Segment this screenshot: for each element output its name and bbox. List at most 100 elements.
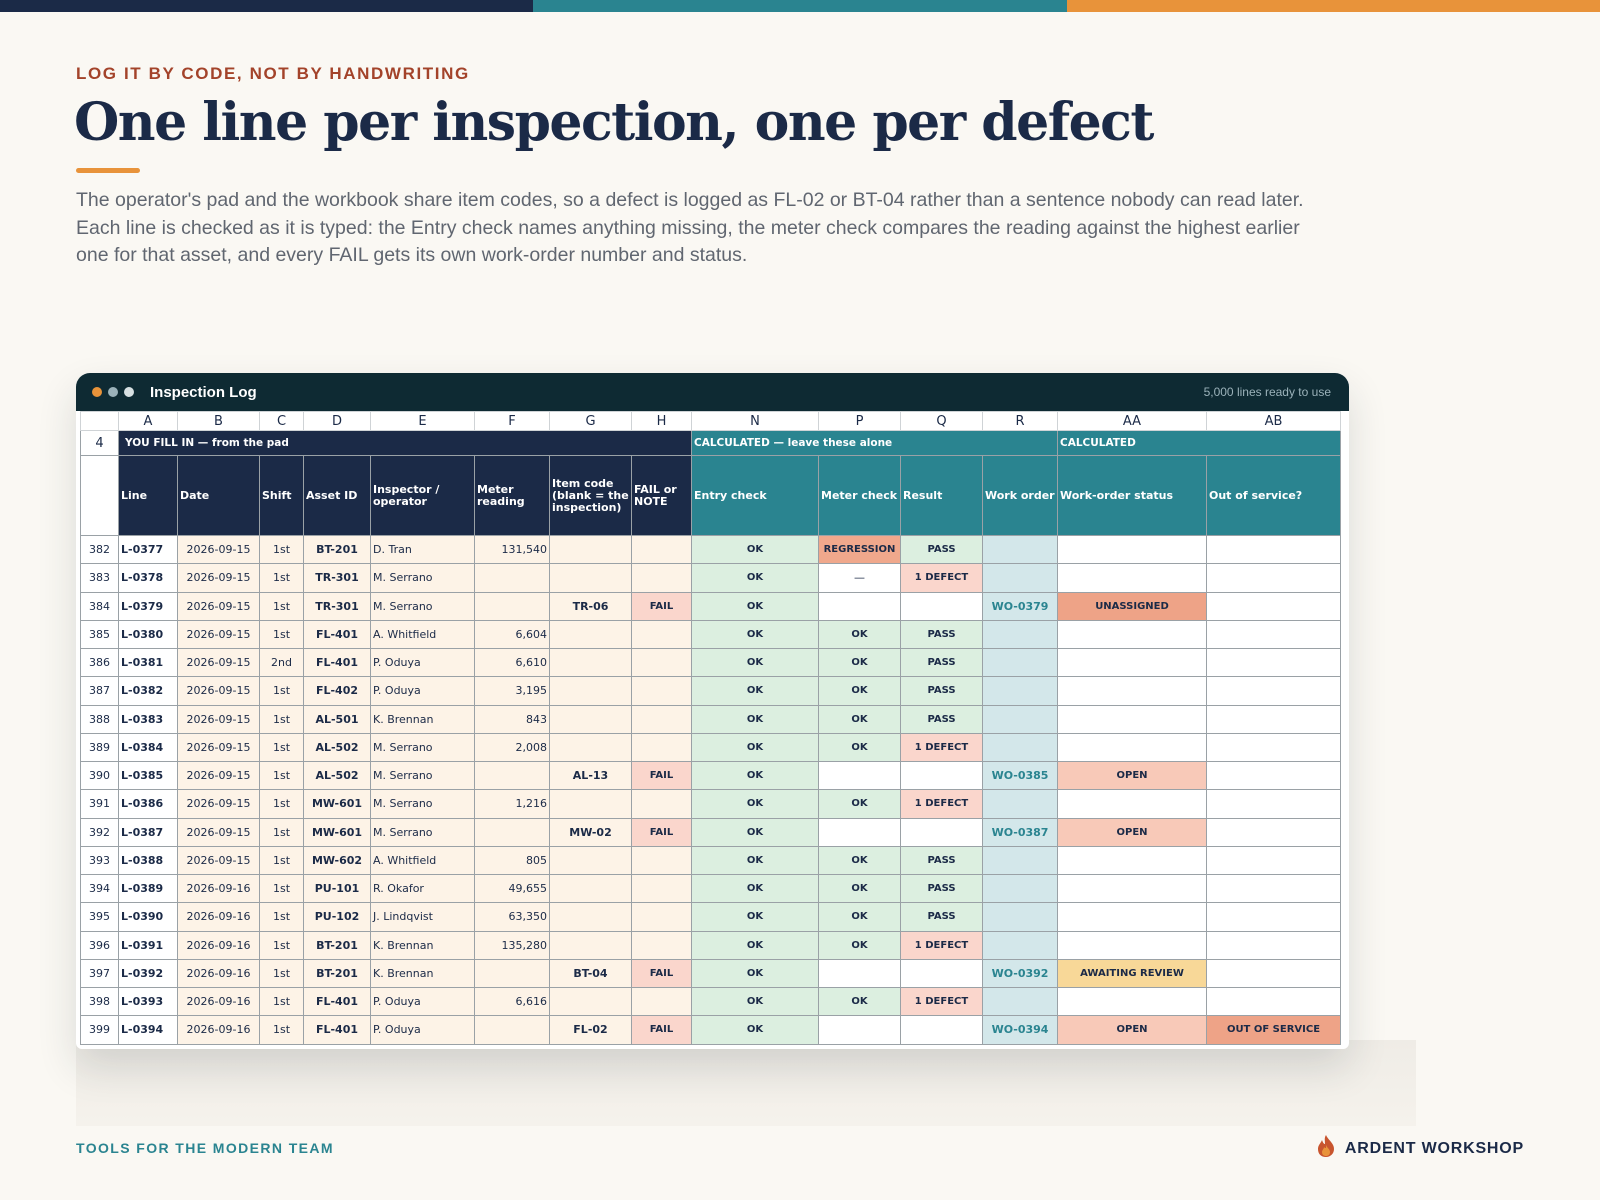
cell-out-of-service[interactable] <box>1206 902 1341 932</box>
table-row[interactable]: 398 L-0393 2026-09-16 1st FL-401 P. Oduya 6,61… <box>80 986 1341 1017</box>
row-number[interactable]: 4 <box>80 430 119 456</box>
cell-shift[interactable]: 1st <box>259 845 304 876</box>
cell-wo-status[interactable] <box>1057 930 1207 960</box>
cell-out-of-service[interactable] <box>1206 704 1341 734</box>
cell-out-of-service[interactable] <box>1206 619 1341 650</box>
cell-meter-check[interactable]: OK <box>818 845 901 876</box>
header-entry-check[interactable]: Entry check <box>691 455 819 536</box>
cell-date[interactable]: 2026-09-16 <box>177 902 260 932</box>
cell-out-of-service[interactable] <box>1206 676 1341 706</box>
cell-shift[interactable]: 1st <box>259 534 304 565</box>
cell-entry-check[interactable]: OK <box>691 534 819 565</box>
cell-shift[interactable]: 2nd <box>259 647 304 678</box>
cell-inspector[interactable]: K. Brennan <box>370 930 475 960</box>
cell-meter-check[interactable]: OK <box>818 789 901 819</box>
cell-out-of-service[interactable] <box>1206 958 1341 989</box>
cell-wo-status[interactable] <box>1057 845 1207 876</box>
cell-out-of-service[interactable] <box>1206 789 1341 819</box>
cell-item-code[interactable] <box>549 563 632 593</box>
cell-fail-note[interactable]: FAIL <box>631 817 692 847</box>
cell-result[interactable]: 1 DEFECT <box>900 563 983 593</box>
cell-asset-id[interactable]: MW-601 <box>303 789 371 819</box>
cell-entry-check[interactable]: OK <box>691 1015 819 1045</box>
cell-item-code[interactable] <box>549 902 632 932</box>
cell-item-code[interactable] <box>549 676 632 706</box>
cell-wo-status[interactable]: OPEN <box>1057 760 1207 791</box>
cell-entry-check[interactable]: OK <box>691 591 819 621</box>
cell-meter-reading[interactable]: 131,540 <box>474 534 550 565</box>
cell-inspector[interactable]: K. Brennan <box>370 704 475 734</box>
cell-asset-id[interactable]: AL-501 <box>303 704 371 734</box>
col-letter[interactable]: D <box>303 411 371 431</box>
header-inspector[interactable]: Inspector / operator <box>370 455 475 536</box>
cell-shift[interactable]: 1st <box>259 958 304 989</box>
cell-line[interactable]: L-0381 <box>118 647 178 678</box>
cell-out-of-service[interactable] <box>1206 591 1341 621</box>
cell-meter-reading[interactable]: 6,616 <box>474 986 550 1017</box>
cell-shift[interactable]: 1st <box>259 930 304 960</box>
cell-fail-note[interactable] <box>631 676 692 706</box>
col-letter[interactable]: G <box>549 411 632 431</box>
cell-work-order[interactable] <box>982 563 1058 593</box>
header-item-code[interactable]: Item code (blank = the inspection) <box>549 455 632 536</box>
window-dot-grey[interactable] <box>108 387 118 397</box>
cell-meter-reading[interactable]: 805 <box>474 845 550 876</box>
cell-item-code[interactable] <box>549 534 632 565</box>
cell-fail-note[interactable]: FAIL <box>631 958 692 989</box>
cell-entry-check[interactable]: OK <box>691 902 819 932</box>
cell-meter-check[interactable] <box>818 1015 901 1045</box>
cell-result[interactable]: PASS <box>900 647 983 678</box>
cell-date[interactable]: 2026-09-15 <box>177 534 260 565</box>
cell-fail-note[interactable] <box>631 986 692 1017</box>
cell-date[interactable]: 2026-09-15 <box>177 647 260 678</box>
cell-shift[interactable]: 1st <box>259 732 304 763</box>
cell-entry-check[interactable]: OK <box>691 789 819 819</box>
cell-fail-note[interactable] <box>631 704 692 734</box>
cell-meter-check[interactable] <box>818 958 901 989</box>
row-number[interactable]: 396 <box>80 930 119 960</box>
cell-fail-note[interactable] <box>631 845 692 876</box>
cell-work-order[interactable] <box>982 873 1058 904</box>
cell-line[interactable]: L-0380 <box>118 619 178 650</box>
cell-wo-status[interactable]: UNASSIGNED <box>1057 591 1207 621</box>
cell-work-order[interactable] <box>982 732 1058 763</box>
table-row[interactable]: 391 L-0386 2026-09-15 1st MW-601 M. Serrano 1,… <box>80 789 1341 819</box>
row-number[interactable]: 391 <box>80 789 119 819</box>
cell-shift[interactable]: 1st <box>259 619 304 650</box>
cell-asset-id[interactable]: PU-101 <box>303 873 371 904</box>
cell-out-of-service[interactable] <box>1206 930 1341 960</box>
cell-meter-check[interactable]: OK <box>818 930 901 960</box>
cell-item-code[interactable]: BT-04 <box>549 958 632 989</box>
cell-date[interactable]: 2026-09-16 <box>177 986 260 1017</box>
cell-wo-status[interactable] <box>1057 873 1207 904</box>
cell-result[interactable] <box>900 760 983 791</box>
cell-work-order[interactable] <box>982 789 1058 819</box>
cell-result[interactable]: PASS <box>900 704 983 734</box>
cell-date[interactable]: 2026-09-16 <box>177 1015 260 1045</box>
col-letter[interactable]: E <box>370 411 475 431</box>
cell-item-code[interactable] <box>549 704 632 734</box>
row-number[interactable]: 5 <box>80 455 119 536</box>
table-row[interactable]: 394 L-0389 2026-09-16 1st PU-101 R. Okafor 49,… <box>80 873 1341 904</box>
cell-result[interactable] <box>900 1015 983 1045</box>
cell-item-code[interactable] <box>549 930 632 960</box>
row-number[interactable]: 387 <box>80 676 119 706</box>
cell-fail-note[interactable]: FAIL <box>631 591 692 621</box>
cell-entry-check[interactable]: OK <box>691 676 819 706</box>
cell-inspector[interactable]: K. Brennan <box>370 958 475 989</box>
cell-shift[interactable]: 1st <box>259 1015 304 1045</box>
cell-meter-reading[interactable] <box>474 760 550 791</box>
cell-result[interactable]: PASS <box>900 676 983 706</box>
cell-line[interactable]: L-0386 <box>118 789 178 819</box>
cell-shift[interactable]: 1st <box>259 902 304 932</box>
cell-date[interactable]: 2026-09-15 <box>177 845 260 876</box>
cell-wo-status[interactable] <box>1057 902 1207 932</box>
col-letter[interactable]: C <box>259 411 304 431</box>
cell-meter-check[interactable]: OK <box>818 676 901 706</box>
cell-wo-status[interactable]: AWAITING REVIEW <box>1057 958 1207 989</box>
cell-date[interactable]: 2026-09-15 <box>177 817 260 847</box>
row-number[interactable]: 386 <box>80 647 119 678</box>
cell-shift[interactable]: 1st <box>259 817 304 847</box>
cell-shift[interactable]: 1st <box>259 873 304 904</box>
row-number[interactable]: 395 <box>80 902 119 932</box>
